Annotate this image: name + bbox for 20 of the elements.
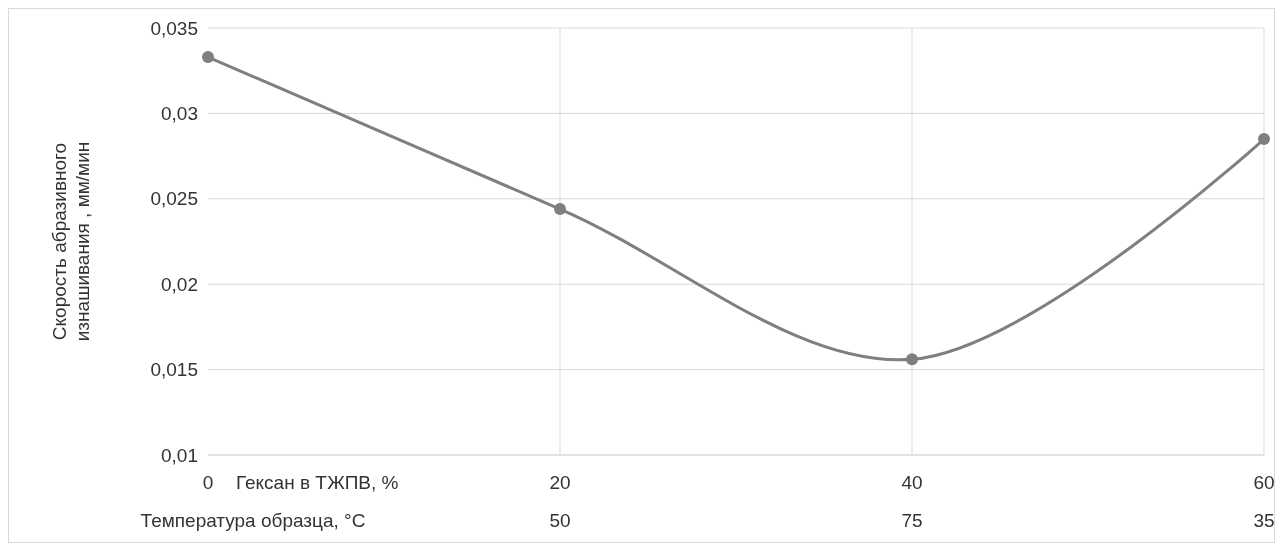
x-axis-title: Гексан в ТЖПВ, % [236, 472, 399, 493]
text: 75 [901, 510, 923, 531]
text: 50 [549, 510, 571, 531]
point [202, 51, 214, 64]
point [554, 203, 566, 216]
x-tick-label: 0 [202, 472, 214, 493]
y-tick-label: 0,025 [150, 188, 198, 210]
x-tick-label: 60 [1253, 472, 1275, 493]
y-tick-label: 0,02 [161, 273, 198, 295]
point [1258, 133, 1270, 146]
x-tick-label: 40 [901, 472, 923, 493]
point [906, 353, 918, 366]
y-tick-label: 0,01 [161, 444, 198, 466]
y-axis-title: Скорость абразивного изнашивания , мм/мин [49, 141, 93, 342]
text: Температура образца, °C [140, 510, 366, 531]
y-tick-label: 0,035 [150, 17, 198, 39]
text: 35 [1253, 510, 1275, 531]
y-tick-label: 0,03 [161, 103, 198, 125]
y-tick-label: 0,015 [150, 359, 198, 381]
x-tick-label: 20 [549, 472, 571, 493]
